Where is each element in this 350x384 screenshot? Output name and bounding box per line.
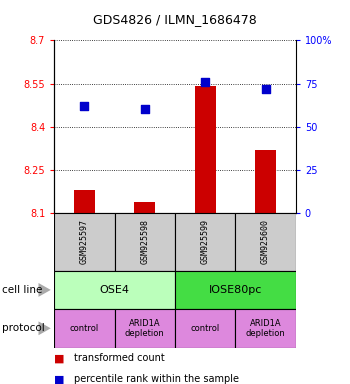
Bar bbox=[255, 150, 276, 213]
Point bbox=[202, 79, 208, 85]
Text: percentile rank within the sample: percentile rank within the sample bbox=[74, 374, 238, 384]
Text: GSM925600: GSM925600 bbox=[261, 219, 270, 265]
Bar bbox=[175, 271, 296, 309]
Point bbox=[82, 103, 87, 109]
Text: ARID1A
depletion: ARID1A depletion bbox=[125, 319, 165, 338]
Bar bbox=[235, 309, 296, 348]
Bar bbox=[54, 271, 175, 309]
Text: IOSE80pc: IOSE80pc bbox=[209, 285, 262, 295]
Text: ■: ■ bbox=[54, 353, 65, 363]
Bar bbox=[115, 213, 175, 271]
Bar bbox=[134, 202, 155, 213]
Text: OSE4: OSE4 bbox=[100, 285, 130, 295]
Text: GSM925598: GSM925598 bbox=[140, 219, 149, 265]
Bar bbox=[195, 86, 216, 213]
Bar bbox=[235, 213, 296, 271]
Bar bbox=[175, 309, 235, 348]
Text: control: control bbox=[190, 324, 220, 333]
Text: GSM925597: GSM925597 bbox=[80, 219, 89, 265]
Bar bbox=[54, 309, 115, 348]
Text: GDS4826 / ILMN_1686478: GDS4826 / ILMN_1686478 bbox=[93, 13, 257, 26]
Text: cell line: cell line bbox=[2, 285, 42, 295]
Bar bbox=[54, 213, 115, 271]
Point bbox=[142, 106, 148, 113]
Text: ARID1A
depletion: ARID1A depletion bbox=[246, 319, 286, 338]
Text: transformed count: transformed count bbox=[74, 353, 164, 363]
Bar bbox=[175, 213, 235, 271]
Bar bbox=[74, 190, 95, 213]
Text: GSM925599: GSM925599 bbox=[201, 219, 210, 265]
Text: control: control bbox=[70, 324, 99, 333]
Bar bbox=[115, 309, 175, 348]
Point bbox=[263, 86, 268, 92]
Text: protocol: protocol bbox=[2, 323, 44, 333]
Text: ■: ■ bbox=[54, 374, 65, 384]
